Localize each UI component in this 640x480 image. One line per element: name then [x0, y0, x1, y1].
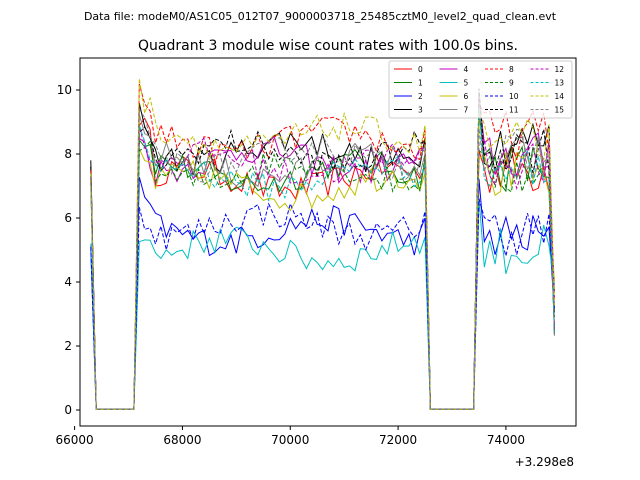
legend-label-11: 11: [509, 106, 519, 115]
series-line-15: [90, 107, 555, 410]
legend-label-9: 9: [509, 79, 514, 88]
legend-label-10: 10: [509, 92, 519, 101]
series-line-9: [90, 140, 555, 410]
legend-label-7: 7: [464, 106, 469, 115]
chart-title: Quadrant 3 module wise count rates with …: [138, 38, 518, 54]
y-tick-label: 0: [64, 403, 72, 417]
legend-label-14: 14: [555, 92, 565, 101]
y-tick-label: 8: [64, 147, 72, 161]
legend-label-15: 15: [555, 106, 565, 115]
legend-label-8: 8: [509, 65, 514, 74]
y-tick-label: 2: [64, 339, 72, 353]
x-tick-label: 72000: [379, 433, 417, 447]
x-tick-label: 68000: [163, 433, 201, 447]
y-tick-label: 4: [64, 275, 72, 289]
legend-label-5: 5: [464, 79, 469, 88]
axes-frame: [79, 57, 577, 427]
legend-label-6: 6: [464, 92, 469, 101]
chart-suptitle: Data file: modeM0/AS1C05_012T07_90000037…: [84, 10, 557, 23]
legend-label-3: 3: [418, 106, 423, 115]
series-line-6: [90, 148, 555, 410]
legend-box: [388, 60, 573, 119]
legend-label-2: 2: [418, 92, 423, 101]
plot-area: [80, 58, 576, 426]
x-tick-label: 70000: [271, 433, 309, 447]
legend-label-4: 4: [464, 65, 469, 74]
x-tick-label: 74000: [487, 433, 525, 447]
legend-label-1: 1: [418, 79, 423, 88]
x-tick-label: 66000: [56, 433, 94, 447]
x-offset-label: +3.298e8: [515, 455, 574, 469]
plot-background: [80, 58, 576, 426]
series-line-10: [90, 198, 555, 410]
legend-label-12: 12: [555, 65, 565, 74]
legend-label-0: 0: [418, 65, 423, 74]
y-tick-label: 6: [64, 211, 72, 225]
y-tick-label: 10: [57, 83, 72, 97]
legend-label-13: 13: [555, 79, 565, 88]
